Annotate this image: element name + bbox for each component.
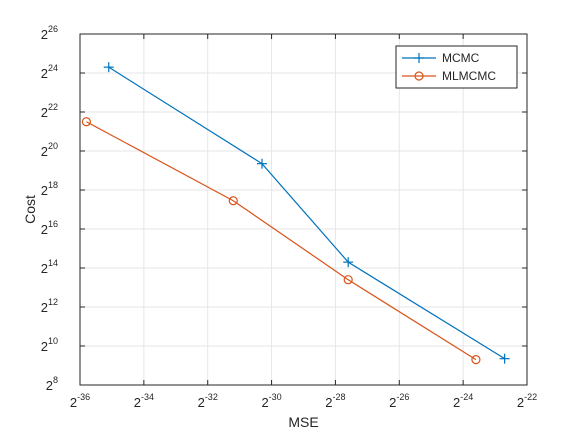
series-line-mcmc <box>108 66 505 360</box>
series-layer <box>81 62 510 365</box>
axis-ticks <box>79 33 528 386</box>
legend-label-mlmcmc: MLMCMC <box>442 69 496 83</box>
y-tick-label: 220 <box>41 141 58 159</box>
x-tick-label: 2-26 <box>389 392 409 410</box>
y-tick-label: 210 <box>41 336 58 354</box>
data-point-mcmc <box>256 158 267 169</box>
y-tick-labels: 28 210 212 214 216 218 220 222 224 226 <box>41 24 58 393</box>
x-tick-label: 2-36 <box>70 392 90 410</box>
legend-marker-mcmc <box>414 53 424 63</box>
y-tick-label: 214 <box>41 258 58 276</box>
legend-item-mcmc: MCMC <box>402 51 480 65</box>
x-tick-label: 2-32 <box>198 392 218 410</box>
data-point-mcmc <box>343 257 354 268</box>
data-point-mcmc <box>499 353 510 364</box>
x-tick-label: 2-30 <box>261 392 281 410</box>
plot-area-border <box>79 33 528 386</box>
y-tick-label: 28 <box>46 375 58 393</box>
legend-label-mcmc: MCMC <box>442 51 480 65</box>
data-point-mlmcmc <box>343 275 353 285</box>
data-point-mlmcmc <box>81 117 91 127</box>
series-line-mlmcmc <box>86 121 477 361</box>
y-tick-label: 216 <box>41 219 58 237</box>
series-mlmcmc <box>81 117 481 365</box>
data-point-mlmcmc <box>228 196 238 206</box>
x-axis-label: MSE <box>288 414 318 430</box>
legend-marker-mlmcmc <box>414 71 424 81</box>
y-tick-label: 224 <box>41 63 58 81</box>
x-tick-labels: 2-36 2-34 2-32 2-30 2-28 2-26 2-24 2-22 <box>70 392 537 410</box>
legend: MCMC MLMCMC <box>395 45 518 89</box>
x-tick-label: 2-24 <box>453 392 473 410</box>
x-tick-label: 2-34 <box>134 392 154 410</box>
y-tick-label: 218 <box>41 180 58 198</box>
series-mcmc <box>103 62 510 364</box>
x-tick-label: 2-28 <box>325 392 345 410</box>
y-tick-label: 222 <box>41 102 58 120</box>
x-tick-label: 2-22 <box>517 392 537 410</box>
y-tick-label: 212 <box>41 297 58 315</box>
y-tick-label: 226 <box>41 24 58 42</box>
legend-box <box>395 45 518 89</box>
data-point-mcmc <box>103 62 114 73</box>
legend-item-mlmcmc: MLMCMC <box>402 69 496 83</box>
y-axis-label: Cost <box>22 195 38 224</box>
data-point-mlmcmc <box>471 355 481 365</box>
